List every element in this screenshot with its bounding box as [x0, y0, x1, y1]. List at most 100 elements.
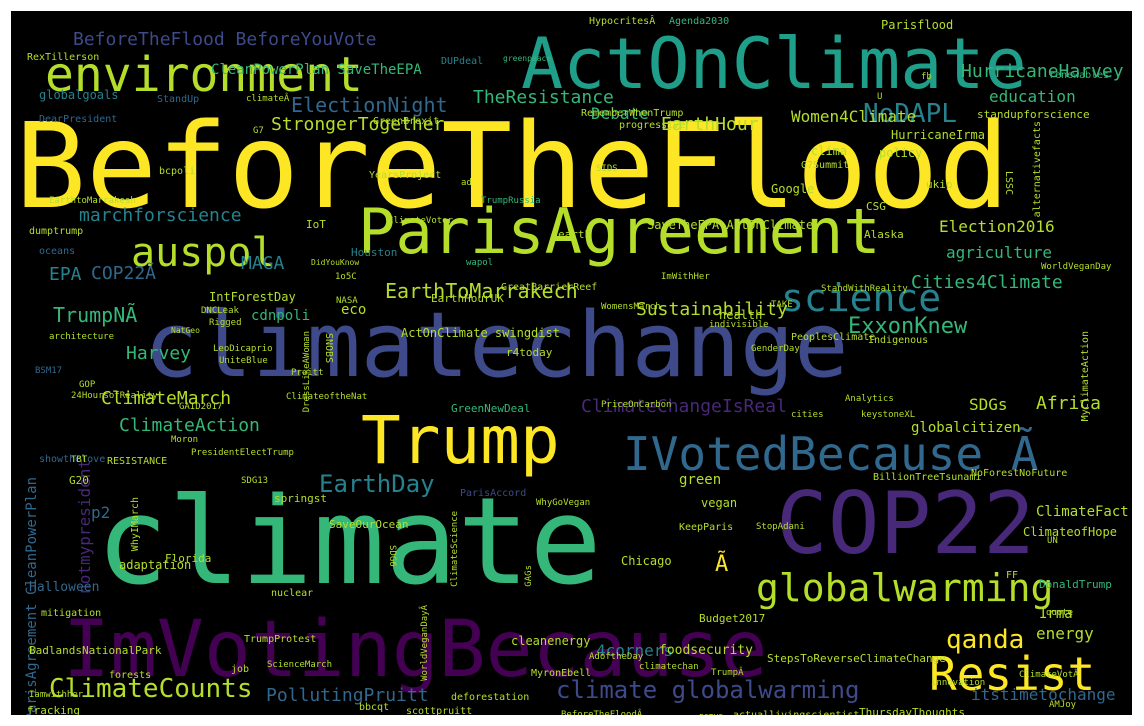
word-keepparis: KeepParis — [679, 522, 734, 533]
word-climatechan: climatechan — [639, 662, 699, 672]
word-florida: Florida — [165, 552, 212, 565]
word-earth: earth — [558, 228, 592, 241]
word-hurricaneirma: HurricaneIrma — [891, 128, 985, 142]
word-epa: EPA — [49, 264, 82, 285]
word-imvotingbecause: ImVotingBecause — [63, 605, 768, 695]
word-vegan: vegan — [701, 496, 738, 510]
word-irma: Irma — [1039, 606, 1073, 622]
word-standup: StandUp — [157, 94, 200, 105]
word-cop22: COP22 — [776, 474, 1035, 574]
word-rigged: Rigged — [209, 318, 242, 328]
word-scottpruitt: scottpruitt — [406, 706, 473, 716]
word-climateofthenat: ClimateoftheNat — [286, 392, 368, 402]
word-noforestnofuture: NoForestNoFuture — [971, 468, 1068, 479]
word-r4today: r4today — [506, 346, 553, 359]
word-foodsecurity: foodsecurity — [659, 643, 753, 658]
word-worldveganday: WorldVeganDay — [1041, 262, 1112, 272]
word-trumpna: TrumpNÃ — [53, 303, 138, 327]
word-forests: forests — [109, 670, 152, 681]
word-sdg6: SDG6 — [387, 545, 397, 567]
word-pollutingpruitt: PollutingPruitt — [266, 685, 429, 706]
word-savetheepa-actonclimate: SaveTheEPA ActOnClimate — [647, 218, 814, 232]
word-halloween: Halloween — [29, 580, 100, 595]
word-renewables: renewables — [1049, 70, 1110, 81]
word-climatechange: climatechange — [144, 293, 849, 398]
word-indivisible: indivisible — [709, 320, 769, 330]
word-parisflood: Parisflood — [881, 18, 954, 32]
word-sustainability: Sustainability — [636, 299, 788, 320]
word-beforethefloodA: BeforeTheFloodÂ — [561, 710, 643, 716]
word-climatevota: ClimateVotÂ — [1019, 670, 1079, 680]
word-pruitt: Pruitt — [291, 368, 324, 378]
word-ff: FF — [1006, 570, 1019, 581]
word-climatevoter: ClimateVoter — [388, 216, 454, 226]
word-indigenous: Indigenous — [868, 335, 929, 346]
word-womensmarch: WomensMarch — [601, 302, 661, 312]
word-gaid2017: GAID2017 — [179, 402, 223, 412]
word-gop: GOP — [79, 380, 96, 390]
word-a: Ã — [715, 552, 729, 577]
word-badlandsnationalpark: BadlandsNationalPark — [29, 644, 162, 657]
word-agenda2030: Agenda2030 — [669, 16, 730, 27]
word-dearpresident: DearPresident — [39, 114, 118, 125]
word-environment: environment — [45, 47, 363, 103]
word-globalgoals: globalgoals — [39, 88, 119, 102]
word-1o5c: 1o5C — [335, 272, 357, 282]
word-climate-globalwarming: climate globalwarming — [556, 676, 860, 704]
word-clima: clima — [811, 144, 848, 158]
word-leodicaprio: LeoDicaprio — [213, 344, 273, 354]
word-cities: cities — [791, 410, 824, 420]
word-springst: springst — [274, 492, 327, 505]
word-fb: fb — [921, 72, 932, 82]
word-climate: climate — [96, 473, 602, 612]
word-harvey: Harvey — [126, 343, 192, 364]
word-globalcitizen: globalcitizen — [911, 420, 1021, 436]
word-iot: IoT — [306, 218, 326, 231]
word-greennewdeal: GreenNewDeal — [451, 402, 531, 415]
word-resistance: RESISTANCE — [107, 456, 168, 467]
word-chicago: Chicago — [621, 554, 672, 568]
word-budget2017: Budget2017 — [699, 612, 766, 625]
word-earthhour: EarthHour — [661, 114, 759, 135]
word-climatecounts: ClimateCounts — [49, 674, 253, 704]
word-earthtomarrakech: EarthToMarrakech — [385, 279, 578, 303]
word-g7: G7 — [253, 126, 264, 136]
word-tbt: TBT — [71, 455, 88, 465]
word-oceans: oceans — [39, 246, 76, 257]
word-trump: Trump — [361, 402, 560, 479]
word-dupdeal: DUPdeal — [441, 56, 484, 67]
word-iamwithher: Iamwithher — [29, 690, 84, 700]
word-education: education — [989, 87, 1076, 106]
word-24hoursofreality: 24HoursofReality — [71, 391, 158, 401]
word-amjoy: AMJoy — [1049, 700, 1077, 710]
word-snobs: SNOBS — [323, 333, 334, 364]
word-rememberwhentrump: RememberWhenTrump — [581, 108, 684, 119]
word-architecture: architecture — [49, 332, 115, 342]
word-dncleak: DNCLeak — [201, 306, 239, 316]
word-women4climate: Women4Climate — [791, 107, 917, 126]
word-analytics: Analytics — [845, 394, 894, 404]
word-cop22a: COP22Ã — [91, 263, 157, 284]
word-whyimarch: WhyIMarch — [130, 497, 141, 552]
word-lssc: LSSC — [1003, 171, 1014, 196]
word-uniteblue: UniteBlue — [219, 356, 268, 366]
word-hurricaneharvey: HurricaneHarvey — [961, 61, 1124, 82]
word-un: UN — [1047, 536, 1058, 546]
word-imwithher: ImWithHer — [661, 272, 710, 282]
word-africa: Africa — [1036, 393, 1102, 414]
word-standupforscience: standupforscience — [977, 108, 1090, 121]
word-climatefact: ClimateFact — [1036, 504, 1129, 520]
word-natgeo: NatGeo — [171, 326, 200, 335]
word-ivotedbecause: IVotedBecause Ã — [623, 427, 1039, 481]
word-bcpoli: bcpoli — [159, 166, 196, 177]
word-beforetheflood-beforeyouvote: BeforeTheFlood BeforeYouVote — [73, 29, 377, 50]
word-google: Google — [771, 182, 815, 196]
word-resist: Resist — [929, 647, 1096, 701]
word-thursdaythoughts: ThursdayThoughts — [859, 706, 965, 715]
word-ukip: ukip — [926, 178, 953, 191]
word-g7summit: G7Summit — [801, 160, 850, 171]
word-quote: quote — [1046, 608, 1074, 618]
word-houston: Houston — [351, 246, 398, 259]
word-yearsproject: YearsProject — [369, 170, 442, 181]
word-bsm17: BSM17 — [35, 366, 63, 376]
